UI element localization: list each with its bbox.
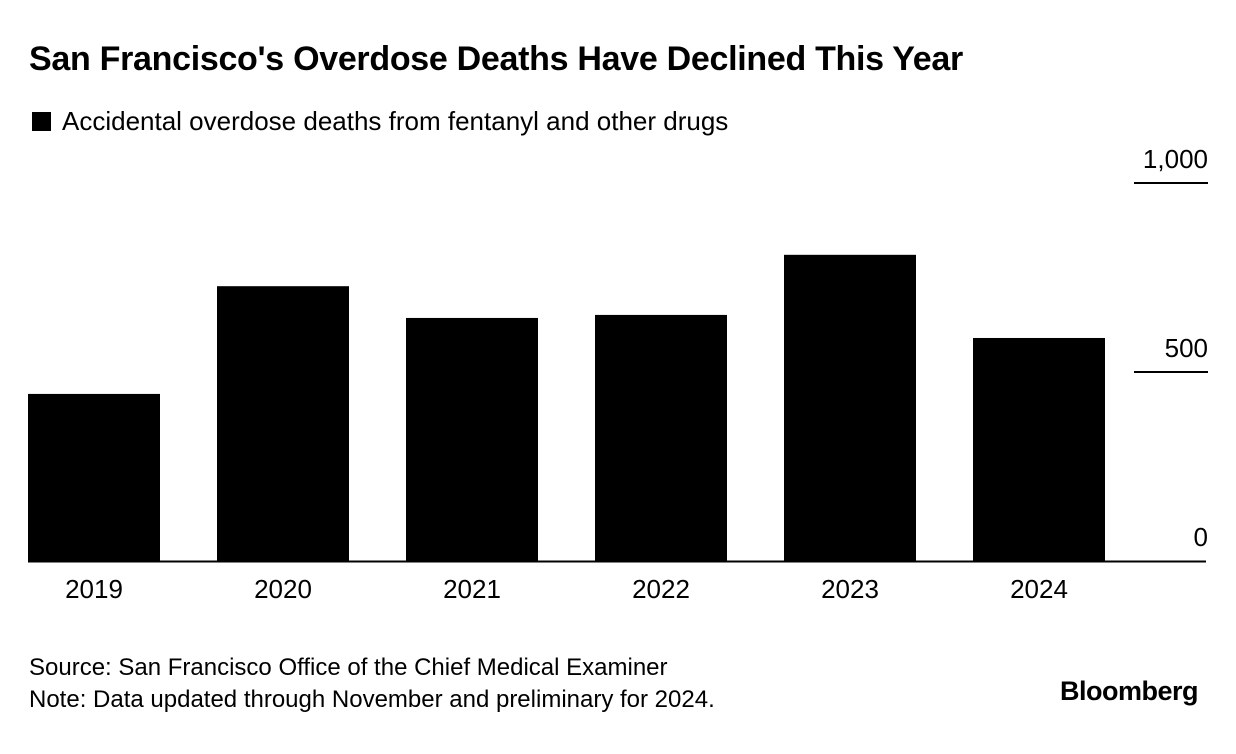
legend: Accidental overdose deaths from fentanyl… [32, 106, 728, 137]
x-tick-label: 2023 [821, 574, 879, 604]
x-tick-label: 2019 [65, 574, 123, 604]
x-tick-label: 2021 [443, 574, 501, 604]
bar-2020 [217, 286, 349, 561]
bar-2023 [784, 254, 916, 561]
x-tick-label: 2024 [1010, 574, 1068, 604]
data-note: Note: Data updated through November and … [29, 686, 715, 713]
y-tick-label: 500 [1165, 333, 1208, 363]
y-tick-label: 1,000 [1143, 144, 1208, 174]
x-tick-label: 2020 [254, 574, 312, 604]
bar-2024 [973, 337, 1105, 561]
bar-2019 [28, 393, 160, 561]
x-tick-label: 2022 [632, 574, 690, 604]
footer: Source: San Francisco Office of the Chie… [29, 652, 715, 716]
legend-label: Accidental overdose deaths from fentanyl… [62, 106, 729, 136]
bar-2022 [595, 314, 727, 561]
source-note: Source: San Francisco Office of the Chie… [29, 654, 668, 681]
bar-2021 [406, 317, 538, 561]
bloomberg-logo: Bloomberg [1059, 676, 1199, 706]
y-tick-label: 0 [1194, 522, 1208, 552]
chart-title: San Francisco's Overdose Deaths Have Dec… [29, 40, 963, 78]
legend-swatch [32, 112, 51, 131]
